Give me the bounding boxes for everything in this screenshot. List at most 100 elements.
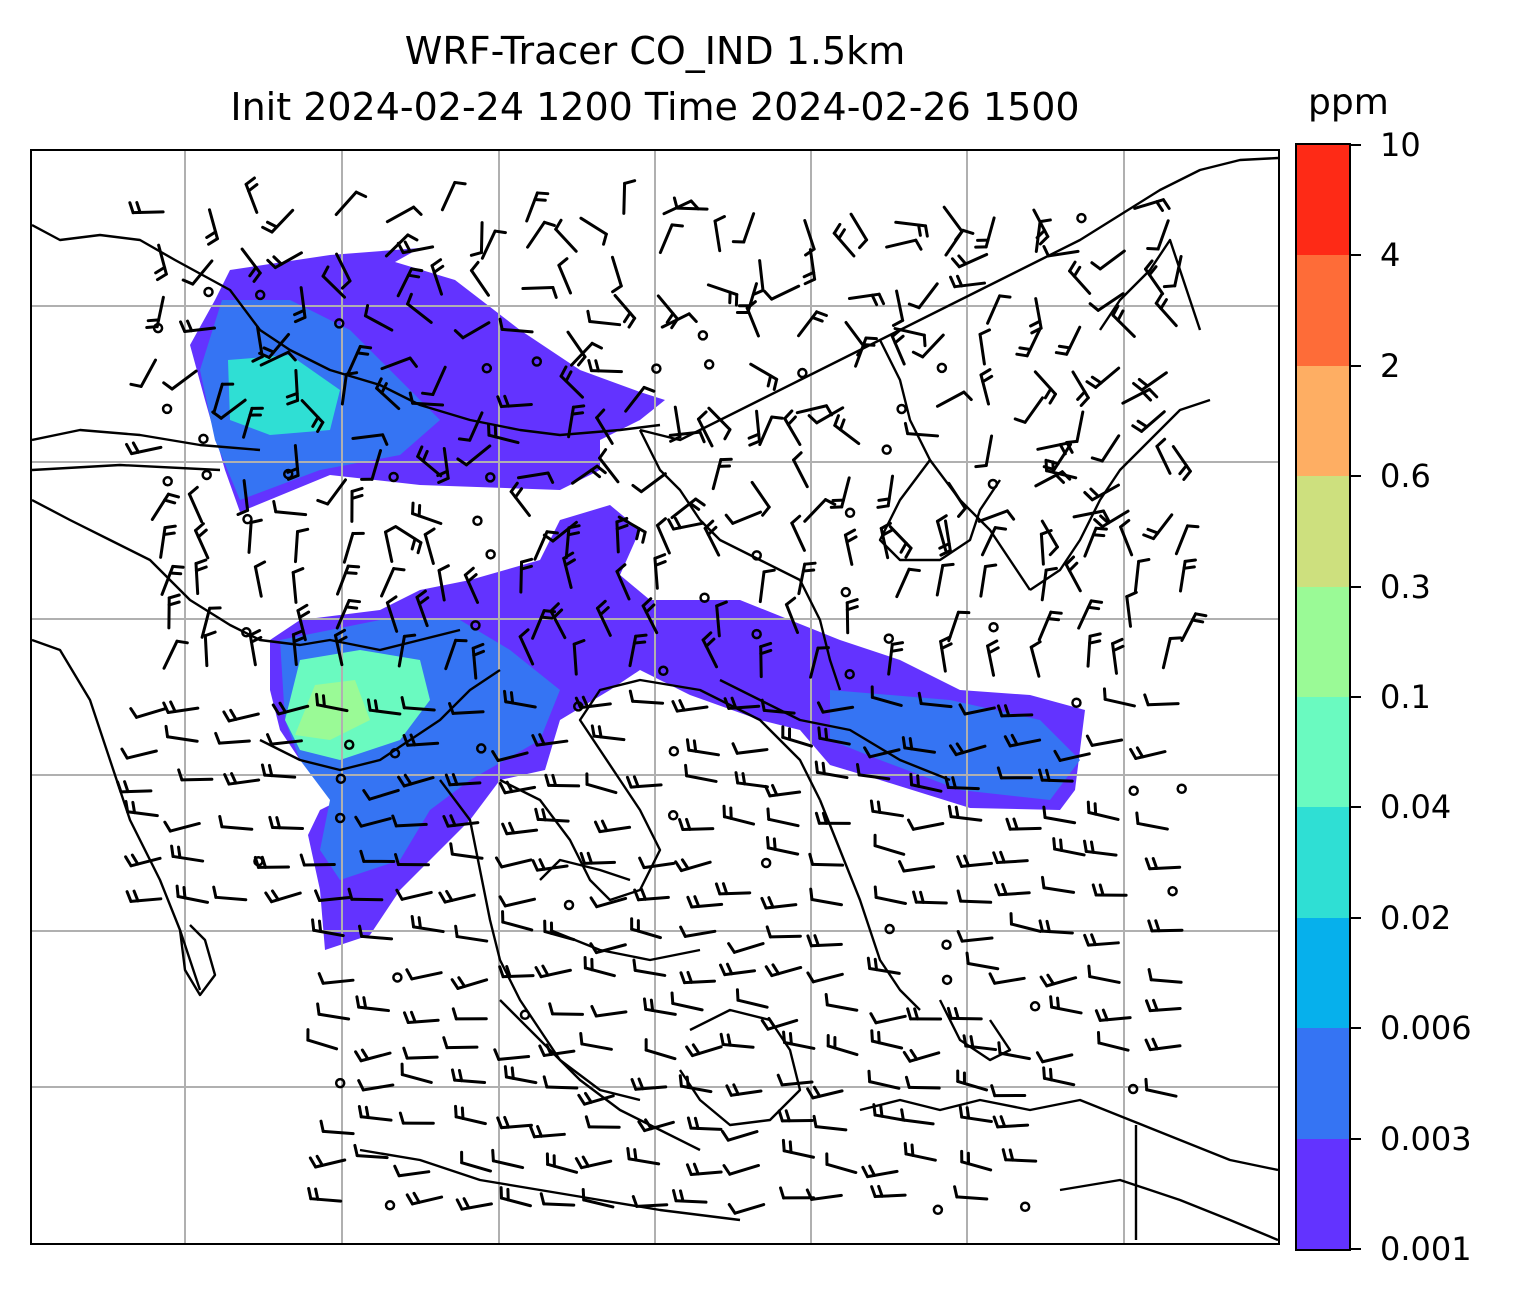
wind-barb-shaft [1090,738,1124,747]
wind-barb-feather [1194,612,1208,618]
wind-barb-feather [823,498,837,506]
wind-barb-shaft [689,1170,723,1176]
wind-barb-feather [1147,387,1159,399]
wind-barb-feather [1085,380,1098,389]
wind-barb-feather [748,439,761,447]
wind-barb-shaft [919,702,953,709]
wind-barb-feather [994,883,1001,897]
wind-barb-shaft [946,785,980,791]
wind-barb-feather [457,437,472,442]
wind-barb-feather [1042,1066,1046,1080]
wind-barb-feather [131,800,137,815]
wind-barb-feather [1091,883,1098,897]
wind-barb-feather [625,775,633,789]
wind-barb-feather [169,700,177,713]
wind-barb-feather [870,1029,874,1043]
wind-barb-feather [760,896,768,910]
wind-barb-feather [498,895,507,908]
wind-barb-shaft [653,556,659,590]
wind-barb-shaft [814,1125,848,1132]
wind-barb-shaft [906,432,940,438]
wind-barb-feather [904,546,913,559]
wind-barb-feather [808,852,815,866]
wind-barb-feather [520,557,534,564]
wind-barb-feather [222,710,231,723]
wind-barb-feather [1135,746,1145,759]
wind-barb-shaft [673,405,682,439]
wind-barb-feather [1094,526,1108,531]
calm-wind-marker [651,363,662,374]
wind-barb-feather [956,889,963,903]
wind-barb-shaft [385,205,416,224]
wind-barb-feather [494,856,504,869]
wind-barb-shaft [400,890,433,901]
wind-barb-shaft [815,770,849,780]
wind-barb-feather [877,1030,881,1045]
wind-barb-feather [961,228,975,235]
wind-barb-shaft [1042,886,1076,894]
wind-barb-feather [344,371,359,376]
wind-barb-shaft [157,243,168,276]
wind-barb-shaft [1029,645,1041,678]
wind-barb-feather [1131,424,1144,433]
wind-barb-feather [292,636,306,644]
wind-barb-feather [987,646,1000,655]
colorbar-tick-label: 0.006 [1380,1009,1472,1048]
wind-barb-shaft [758,570,766,604]
wind-barb-feather [687,312,698,323]
wind-barb-feather [713,215,726,223]
wind-barb-shaft [533,530,549,561]
wind-barb-feather [1038,919,1044,933]
wind-barb-feather [1154,292,1164,305]
wind-barb-feather [632,640,647,645]
wind-barb-feather [576,355,587,367]
wind-barb-shaft [996,1123,1030,1129]
wind-barb-feather [879,521,892,530]
lat-lon-gridlines [32,151,1278,1243]
wind-barb-shaft [868,748,901,759]
wind-barb-shaft [562,556,573,589]
wind-barb-feather [408,391,415,405]
wind-barb-shaft [1058,752,1091,762]
wind-barb-feather [265,220,279,229]
wind-barb-feather [655,517,667,527]
wind-barb-feather [253,855,260,869]
wind-barb-shaft [1023,396,1044,424]
wind-barb-feather [581,695,590,709]
wind-barb-feather [1146,527,1160,535]
wind-barb-shaft [993,976,1026,985]
wind-barb-feather [362,996,368,1010]
wind-barb-feather [298,610,311,619]
wind-barb-feather [782,1030,787,1044]
wind-barb-feather [719,1032,725,1047]
wind-barb-feather [212,885,218,899]
wind-barb-feather [406,273,421,279]
wind-barb-feather [291,629,305,637]
wind-barb-shaft [194,562,200,595]
wind-barb-feather [858,238,869,250]
wind-barb-feather [638,856,646,870]
wind-barb-shaft [939,639,947,673]
wind-barb-shaft [984,434,994,467]
wind-barb-shaft [139,358,158,388]
wind-barb-shaft [1140,410,1166,433]
wind-barb-feather [417,916,422,930]
wind-barb-feather [545,530,559,535]
wind-barb-feather [344,605,359,610]
wind-barb-feather [747,432,761,440]
colorbar-band-3 [1297,806,1349,918]
wind-barb-feather [692,739,698,753]
map-panel[interactable] [30,149,1280,1245]
wind-barb-feather [1086,605,1101,611]
wind-barb-feather [634,633,648,638]
wind-barb-shaft [783,417,802,446]
wind-barb-feather [879,1104,884,1118]
wind-barb-feather [571,404,586,409]
calm-wind-marker [203,286,214,298]
wind-barb-shaft [1111,642,1118,675]
wind-barb-feather [260,763,267,777]
wind-barb-shaft [997,891,1031,897]
wind-barb-shaft [300,399,325,424]
wind-barb-feather [939,549,952,557]
wind-barb-feather [1053,749,1062,762]
